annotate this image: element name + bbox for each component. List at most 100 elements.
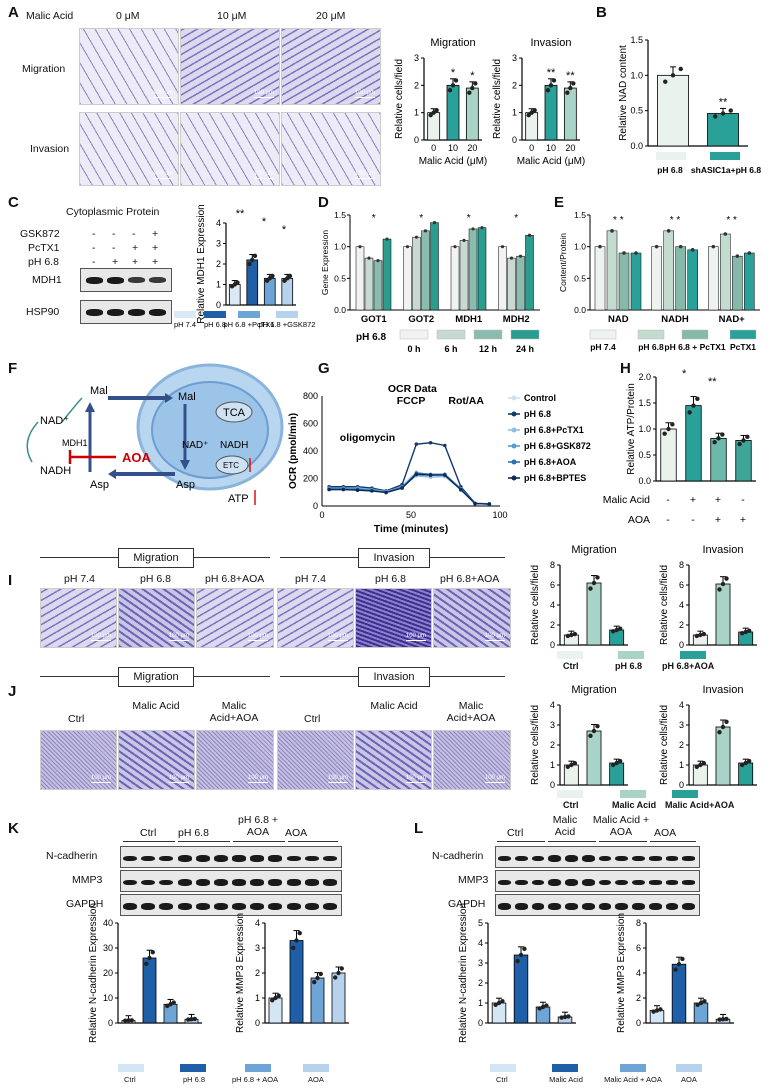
band bbox=[548, 903, 561, 910]
bar bbox=[715, 583, 731, 646]
band bbox=[548, 879, 561, 886]
data-point bbox=[515, 958, 520, 964]
x-tick-label: NAD+ bbox=[719, 314, 746, 325]
x-tick-label: 20 bbox=[467, 143, 477, 153]
y-tick-label: 1 bbox=[550, 760, 555, 770]
y-axis-label: Content/Protein bbox=[558, 233, 568, 292]
diagram-f-pathway: Mal Asp NAD⁺ NADH MDH1 AOA Mal TCA NAD⁺ … bbox=[26, 363, 284, 505]
data-point bbox=[610, 762, 616, 768]
y-axis-label: Relative MMP3 Expression bbox=[616, 913, 627, 1033]
panel-label-f: F bbox=[8, 360, 18, 377]
l-line bbox=[497, 841, 545, 842]
y-tick-label: 2 bbox=[216, 259, 221, 269]
band bbox=[177, 855, 192, 862]
l-protein-gapdh: GAPDH bbox=[448, 898, 486, 910]
panel-label-c: C bbox=[8, 194, 19, 211]
data-point bbox=[522, 946, 527, 952]
band bbox=[581, 855, 595, 862]
data-point bbox=[493, 1002, 498, 1007]
y-tick-label: 1.5 bbox=[630, 35, 643, 45]
l-protein-mmp3: MMP3 bbox=[458, 874, 489, 886]
y-tick-label: 0 bbox=[313, 501, 318, 511]
band bbox=[107, 309, 124, 316]
panel-label-j: J bbox=[8, 683, 17, 700]
data-point bbox=[443, 473, 447, 477]
band bbox=[250, 903, 265, 910]
data-point bbox=[617, 758, 623, 764]
micrograph-i-6: 100 μm bbox=[433, 588, 511, 648]
data-point bbox=[144, 961, 149, 967]
data-point bbox=[297, 930, 302, 936]
bar bbox=[331, 972, 346, 1024]
legend-label: 6 h bbox=[444, 344, 457, 354]
cond-i-2: pH 6.8 bbox=[140, 573, 171, 585]
bar bbox=[246, 259, 259, 306]
bar bbox=[685, 405, 702, 482]
blot-l-gapdh bbox=[495, 894, 700, 916]
x-tick-label: GOT2 bbox=[408, 314, 434, 325]
y-axis-label: Relative N-cadherin Expression bbox=[88, 903, 99, 1043]
data-point bbox=[527, 233, 532, 237]
y-tick-label: 4 bbox=[550, 700, 555, 710]
data-point bbox=[735, 254, 740, 258]
data-point bbox=[698, 1000, 704, 1006]
band bbox=[498, 855, 511, 862]
bar bbox=[430, 222, 439, 311]
bar bbox=[675, 246, 686, 311]
y-tick-label: 0.5 bbox=[574, 273, 586, 283]
data-point bbox=[287, 273, 293, 279]
panel-label-e: E bbox=[554, 194, 565, 211]
bar bbox=[651, 246, 662, 311]
legend-j-ctrl-swatch bbox=[557, 790, 583, 798]
data-point bbox=[617, 626, 623, 631]
chart-k-mmp3: 0 1 2 3 4 Relative MMP3 Expression bbox=[235, 913, 349, 1033]
nad-cycle-arrow bbox=[26, 421, 39, 463]
y-tick-label: 5 bbox=[478, 918, 483, 928]
band bbox=[565, 879, 578, 886]
band bbox=[665, 903, 679, 910]
data-point bbox=[270, 273, 275, 279]
data-point bbox=[691, 403, 696, 408]
data-point bbox=[720, 111, 726, 116]
y-tick-label: 4 bbox=[255, 918, 260, 928]
band bbox=[268, 855, 283, 862]
y-tick-label: 1.0 bbox=[574, 242, 586, 252]
legend-title: pH 6.8 bbox=[356, 332, 386, 343]
series-line bbox=[329, 473, 490, 505]
legend-l-aoa-swatch bbox=[676, 1064, 702, 1072]
label-aoa: AOA bbox=[122, 450, 152, 465]
y-tick-label: 20 bbox=[103, 968, 113, 978]
band bbox=[632, 855, 645, 862]
sig-label: * * bbox=[670, 215, 681, 226]
row-label: AOA bbox=[628, 514, 650, 526]
y-tick-label: 40 bbox=[103, 918, 113, 928]
chart-title: Invasion bbox=[531, 37, 572, 49]
data-point bbox=[724, 1016, 729, 1022]
y-tick-label: 1 bbox=[414, 108, 419, 118]
panel-label-g: G bbox=[318, 360, 330, 377]
sign: + bbox=[715, 514, 721, 526]
micrograph-i-3: 100 μm bbox=[196, 588, 274, 648]
k-group-ctrl: Ctrl bbox=[140, 827, 157, 839]
data-point bbox=[559, 1015, 564, 1020]
y-tick-label: 1.0 bbox=[334, 242, 346, 252]
data-point bbox=[663, 79, 668, 84]
band bbox=[159, 855, 174, 862]
band bbox=[322, 879, 337, 886]
data-point bbox=[428, 473, 433, 477]
micrograph-j-3: 100 μm bbox=[196, 730, 274, 790]
bar bbox=[732, 255, 743, 311]
y-tick-label: 3 bbox=[216, 239, 221, 249]
cond-j-3: Malic Acid+AOA bbox=[209, 700, 259, 724]
band bbox=[232, 855, 247, 862]
bar bbox=[421, 230, 430, 311]
group-i-invasion: Invasion bbox=[358, 548, 430, 568]
data-point bbox=[720, 432, 725, 437]
etc-oval bbox=[215, 455, 249, 475]
blot-l-ncad bbox=[495, 846, 700, 868]
band bbox=[615, 879, 628, 886]
legend-label: pH 6.8+PcTX1 bbox=[524, 425, 584, 435]
group-j-migration: Migration bbox=[118, 667, 194, 687]
chart-e-content: 0.0 0.5 1.0 1.5 Content/Protein NAD * * NADH * *… bbox=[558, 210, 760, 352]
legend-l-malicaoa-swatch bbox=[620, 1064, 646, 1072]
